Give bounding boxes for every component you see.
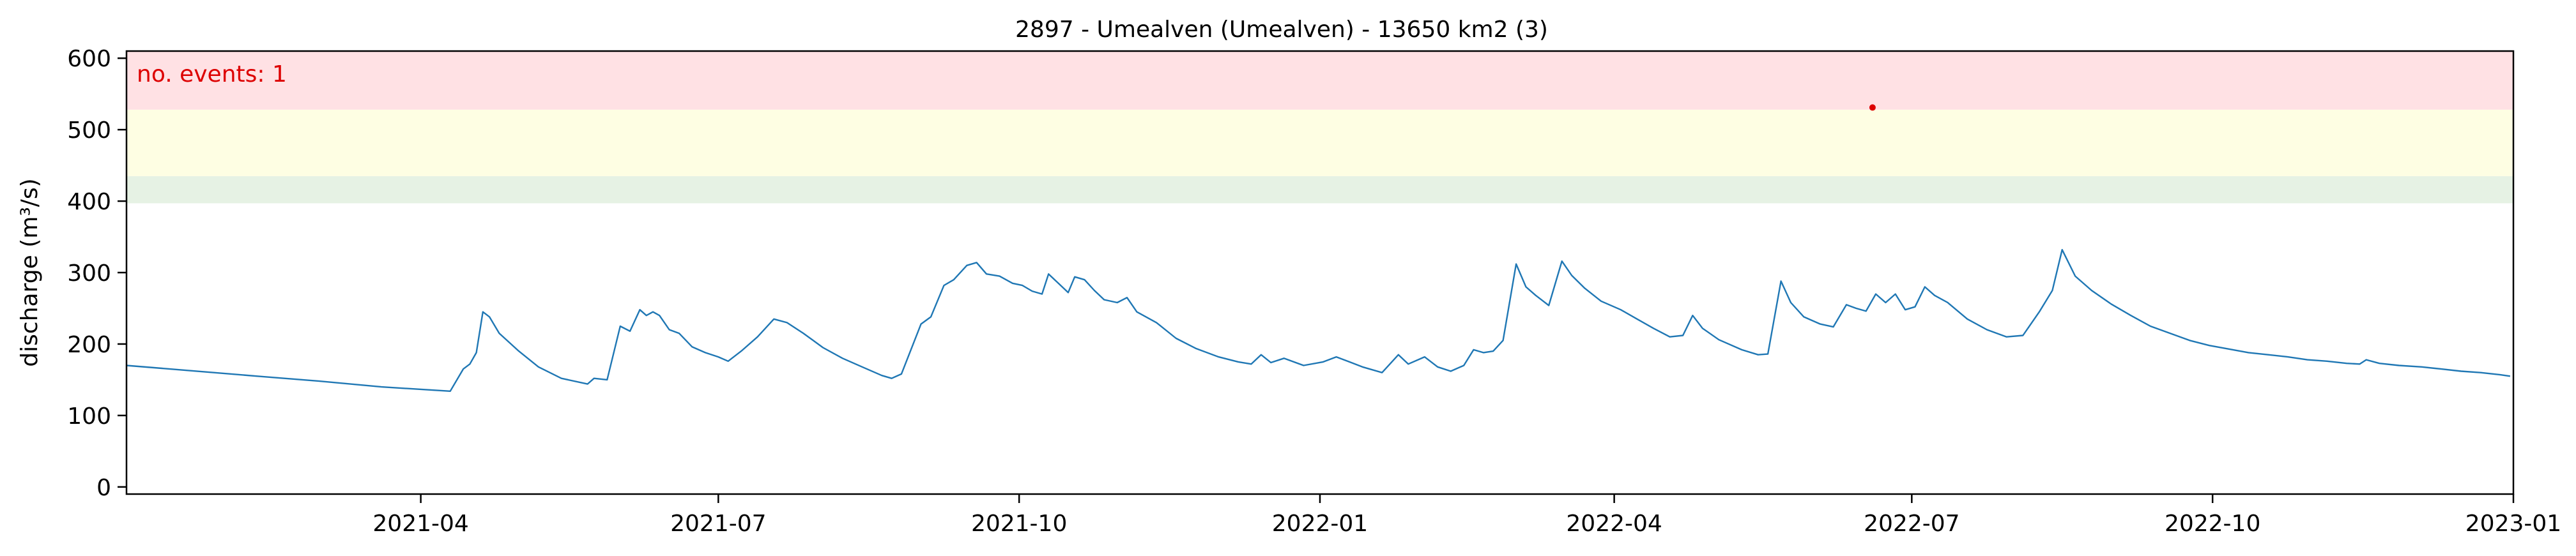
x-tick-label-2023-01: 2023-01 [2465, 511, 2561, 537]
series-layer [126, 249, 2511, 392]
x-tick-label-2022-01: 2022-01 [1272, 511, 1368, 537]
x-tick-label-2021-10: 2021-10 [971, 511, 1067, 537]
x-axis: 2021-04 2021-07 2021-10 2022-01 2022-04 2022-… [372, 494, 2561, 537]
event-marker-1 [1869, 104, 1876, 111]
x-tick-label-2022-04: 2022-04 [1566, 511, 1662, 537]
x-tick-label-2021-04: 2021-04 [372, 511, 468, 537]
y-tick-label-300: 300 [67, 260, 111, 287]
y-tick-label-200: 200 [67, 332, 111, 358]
events-count-annotation: no. events: 1 [137, 61, 287, 87]
threshold-bands [126, 51, 2513, 204]
y-tick-label-100: 100 [67, 403, 111, 430]
threshold-band-2 [126, 109, 2513, 176]
events-layer [1869, 104, 1876, 111]
series-line-1 [126, 249, 2511, 392]
x-tick-label-2022-10: 2022-10 [2165, 511, 2260, 537]
threshold-band-3 [126, 51, 2513, 110]
y-tick-label-400: 400 [67, 189, 111, 215]
y-tick-label-0: 0 [96, 475, 111, 501]
y-axis-label: discharge (m³/s) [17, 178, 43, 366]
y-tick-label-600: 600 [67, 46, 111, 72]
chart-title: 2897 - Umealven (Umealven) - 13650 km2 (… [1015, 17, 1548, 43]
threshold-band-1 [126, 176, 2513, 204]
x-tick-label-2021-07: 2021-07 [670, 511, 766, 537]
x-tick-label-2022-07: 2022-07 [1864, 511, 1959, 537]
y-tick-label-500: 500 [67, 117, 111, 144]
y-axis: 0 100 200 300 400 500 600 [67, 46, 126, 501]
